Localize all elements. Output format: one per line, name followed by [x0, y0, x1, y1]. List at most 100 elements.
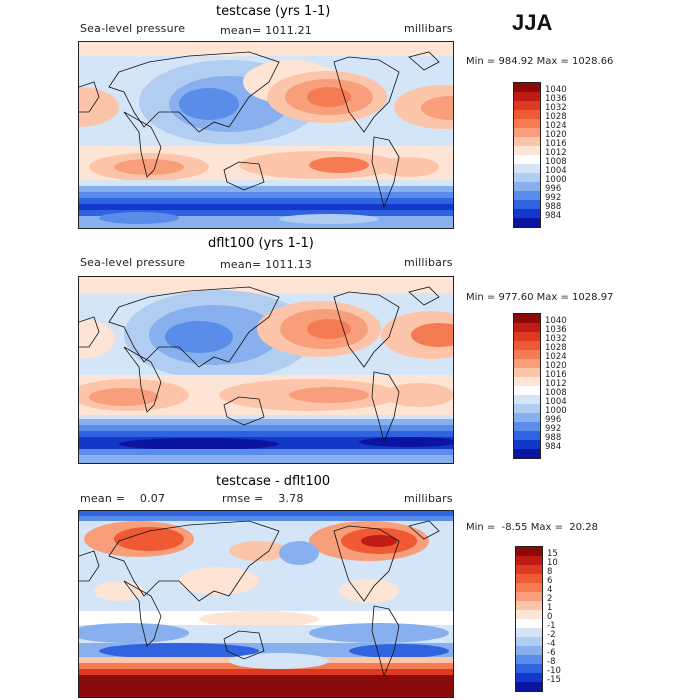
panel-2-colorbar-labels: 1040 1036 1032 1028 1024 1020 1016 1012 1008 1004…: [545, 313, 585, 457]
panel-2-colorbar-swatch: [514, 359, 540, 368]
panel-1-colorbar-tick-label: 1004: [545, 166, 567, 176]
panel-3-colorbar-swatch: [516, 646, 542, 655]
panel-1-colorbar-tick-label: 1008: [545, 157, 567, 167]
panel-2-colorbar-swatch: [514, 431, 540, 440]
panel-3-colorbar-tick-label: -10: [547, 666, 561, 676]
panel-3-colorbar-labels: 15 10 8 6 4 2 1 0 -1 -2 -4 -6 -8 -10 -15: [547, 546, 587, 690]
panel-1-colorbar-tick-label: 1036: [545, 94, 567, 104]
panel-2-colorbar-swatch: [514, 332, 540, 341]
panel-2-colorbar-tick-label: 1032: [545, 334, 567, 344]
panel-1-mean-label: mean= 1011.21: [220, 24, 312, 37]
panel-3-map: [78, 510, 454, 698]
panel-1-colorbar-tick-label: 1040: [545, 85, 567, 95]
panel-2-colorbar-tick-label: 1004: [545, 397, 567, 407]
panel-1-colorbar-tick-label: 1000: [545, 175, 567, 185]
panel-2-colorbar-tick-label: 1040: [545, 316, 567, 326]
panel-2-colorbar-tick-label: 1024: [545, 352, 567, 362]
panel-3-minmax: Min = -8.55 Max = 20.28: [466, 522, 598, 533]
panel-1-colorbar-swatch: [514, 155, 540, 164]
panel-1-colorbar-swatch: [514, 137, 540, 146]
panel-2-colorbar-tick-label: 1016: [545, 370, 567, 380]
panel-2-mean-label: mean= 1011.13: [220, 258, 312, 271]
panel-2-colorbar-swatch: [514, 368, 540, 377]
panel-2-minmax: Min = 977.60 Max = 1028.97: [466, 292, 614, 303]
panel-3-colorbar-swatch: [516, 547, 542, 556]
panel-3-colorbar-swatch: [516, 673, 542, 682]
panel-2-colorbar-swatch: [514, 377, 540, 386]
panel-2-colorbar-tick-label: 1012: [545, 379, 567, 389]
panel-1-colorbar-swatch: [514, 200, 540, 209]
panel-3-colorbar-swatch: [516, 610, 542, 619]
panel-1-colorbar-tick-label: 984: [545, 211, 562, 221]
panel-1-map-field: [79, 42, 453, 228]
panel-3-colorbar-tick-label: 0: [547, 612, 553, 622]
panel-2-colorbar-tick-label: 984: [545, 442, 562, 452]
panel-3-title: testcase - dflt100: [216, 474, 331, 489]
panel-1-colorbar-tick-label: 1024: [545, 121, 567, 131]
panel-1-colorbar-swatch: [514, 209, 540, 218]
panel-2-colorbar-swatch: [514, 341, 540, 350]
panel-2-map-field: [79, 277, 453, 463]
panel-3-colorbar: [515, 546, 543, 692]
panel-3-colorbar-tick-label: -1: [547, 621, 556, 631]
panel-1-colorbar-swatch: [514, 110, 540, 119]
panel-1-colorbar-tick-label: 988: [545, 202, 562, 212]
panel-3-colorbar-swatch: [516, 583, 542, 592]
panel-2-colorbar-swatch: [514, 422, 540, 431]
panel-3-colorbar-tick-label: -2: [547, 630, 556, 640]
panel-1-colorbar-swatch: [514, 146, 540, 155]
panel-1-colorbar-tick-label: 992: [545, 193, 562, 203]
panel-2-colorbar-tick-label: 1036: [545, 325, 567, 335]
panel-3-colorbar-tick-label: 1: [547, 603, 553, 613]
panel-3-colorbar-tick-label: -15: [547, 675, 561, 685]
panel-3-map-field: [79, 511, 453, 697]
panel-1-title: testcase (yrs 1-1): [216, 4, 331, 19]
panel-1-map: [78, 41, 454, 229]
panel-2-colorbar-tick-label: 1000: [545, 406, 567, 416]
panel-1-colorbar-swatch: [514, 83, 540, 92]
panel-3-colorbar-tick-label: 8: [547, 567, 553, 577]
panel-1-colorbar-swatch: [514, 191, 540, 200]
panel-3-colorbar-swatch: [516, 682, 542, 691]
panel-1-colorbar-swatch: [514, 164, 540, 173]
panel-1-colorbar-swatch: [514, 173, 540, 182]
panel-3-colorbar-swatch: [516, 655, 542, 664]
panel-1-colorbar: [513, 82, 541, 228]
panel-2-colorbar-tick-label: 992: [545, 424, 562, 434]
panel-3-colorbar-swatch: [516, 592, 542, 601]
panel-1-colorbar-swatch: [514, 92, 540, 101]
panel-2-colorbar-swatch: [514, 449, 540, 458]
panel-3-colorbar-swatch: [516, 574, 542, 583]
panel-2-map: [78, 276, 454, 464]
panel-1-colorbar-swatch: [514, 119, 540, 128]
panel-2-colorbar-swatch: [514, 314, 540, 323]
panel-1-colorbar-swatch: [514, 128, 540, 137]
panel-3-colorbar-tick-label: -8: [547, 657, 556, 667]
panel-3-mean-label: mean = 0.07: [80, 492, 166, 505]
panel-1-colorbar-tick-label: 1028: [545, 112, 567, 122]
panel-1-colorbar-swatch: [514, 218, 540, 227]
panel-2-colorbar-swatch: [514, 404, 540, 413]
panel-1-colorbar-labels: 1040 1036 1032 1028 1024 1020 1016 1012 1008 1004…: [545, 82, 585, 226]
season-label: JJA: [512, 10, 553, 35]
panel-2-colorbar-swatch: [514, 386, 540, 395]
panel-3-colorbar-swatch: [516, 619, 542, 628]
panel-2-colorbar-swatch: [514, 323, 540, 332]
panel-2-title: dflt100 (yrs 1-1): [208, 236, 314, 251]
panel-2-colorbar-swatch: [514, 413, 540, 422]
panel-3-colorbar-swatch: [516, 565, 542, 574]
panel-3-colorbar-tick-label: 4: [547, 585, 553, 595]
panel-3-rmse-label: rmse = 3.78: [222, 492, 304, 505]
panel-3-colorbar-tick-label: 6: [547, 576, 553, 586]
panel-3-units-label: millibars: [404, 492, 453, 505]
panel-3-colorbar-swatch: [516, 556, 542, 565]
panel-3-colorbar-tick-label: -6: [547, 648, 556, 658]
panel-2-colorbar: [513, 313, 541, 459]
panel-2-colorbar-tick-label: 1028: [545, 343, 567, 353]
panel-2-colorbar-tick-label: 988: [545, 433, 562, 443]
panel-2-colorbar-tick-label: 996: [545, 415, 562, 425]
panel-2-colorbar-tick-label: 1020: [545, 361, 567, 371]
panel-1-colorbar-tick-label: 1020: [545, 130, 567, 140]
panel-1-colorbar-swatch: [514, 182, 540, 191]
panel-2-colorbar-swatch: [514, 440, 540, 449]
